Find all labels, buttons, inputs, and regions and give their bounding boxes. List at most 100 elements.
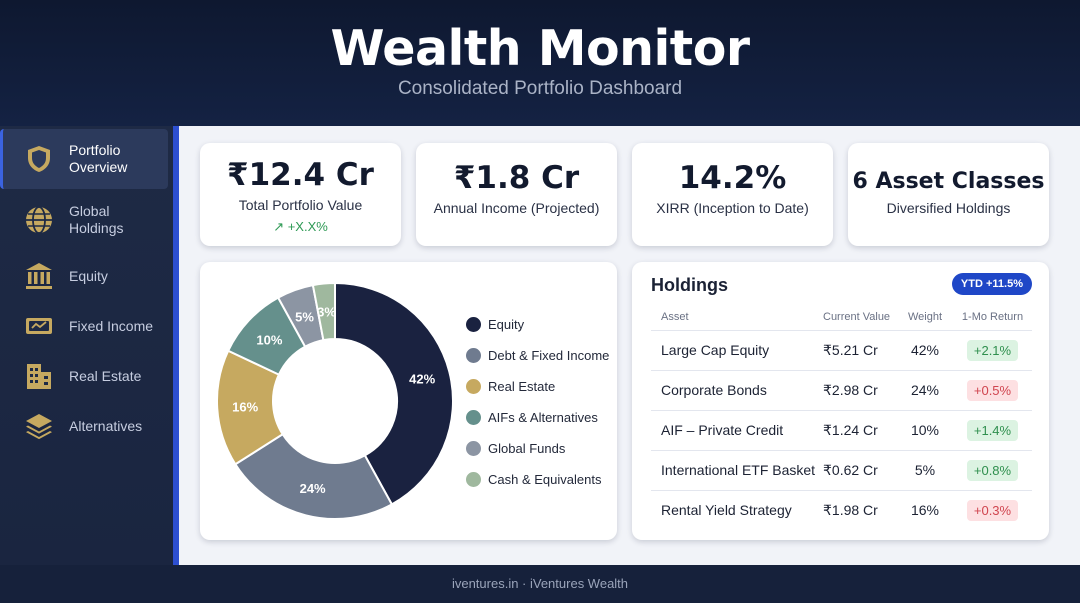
return-badge: +0.5% [966,379,1019,401]
asset-cell: Large Cap Equity [651,330,817,371]
legend-label: Real Estate [488,379,556,394]
banknote-icon [24,311,54,341]
slice-label: 42% [409,372,435,387]
table-header-row: Asset Current Value Weight 1-Mo Return [651,305,1032,331]
holdings-card: Holdings YTD +11.5% Asset Current Value … [632,262,1049,540]
legend-swatch [466,348,481,363]
slice-label: 3% [317,304,336,319]
legend-swatch [466,410,481,425]
return-cell: +0.8% [953,450,1032,491]
kpi-caption: Diversified Holdings [886,200,1011,216]
sidebar-item-alternatives[interactable]: Alternatives [3,396,168,456]
table-row[interactable]: International ETF Basket ₹0.62 Cr 5% +0.8% [651,450,1032,491]
page-title: Wealth Monitor [330,20,750,77]
donut-slice[interactable] [334,281,454,506]
kpi-caption: XIRR (Inception to Date) [656,200,809,216]
kpi-value: ₹12.4 Cr [227,157,374,193]
return-badge: +0.8% [966,459,1019,481]
value-cell: ₹1.98 Cr [823,501,878,518]
column-header-return: 1-Mo Return [953,305,1032,331]
table-row[interactable]: Large Cap Equity ₹5.21 Cr 42% +2.1% [651,330,1032,371]
return-cell: +0.5% [953,370,1032,411]
return-cell: +1.4% [953,410,1032,451]
legend-label: AIFs & Alternatives [488,410,598,425]
sidebar-item-real-estate[interactable]: Real Estate [3,346,168,406]
legend-label: Cash & Equivalents [488,472,602,487]
sidebar-item-fixed-income[interactable]: Fixed Income [3,296,168,356]
legend-item: AIFs & Alternatives [466,402,609,433]
column-header-asset: Asset [651,305,817,331]
value-cell: ₹2.98 Cr [817,370,897,411]
weight-cell: 42% [897,330,953,371]
building-icon [24,361,54,391]
return-cell: +2.1% [953,330,1032,371]
legend-item: Equity [466,309,609,340]
kpi-caption: Annual Income (Projected) [433,200,600,216]
asset-cell: AIF – Private Credit [651,410,817,451]
kpi-card-annual-income: ₹1.8 Cr Annual Income (Projected) [416,143,617,246]
kpi-value: 14.2% [678,160,787,196]
sidebar-item-portfolio-overview[interactable]: Portfolio Overview [0,129,168,189]
table-row[interactable]: Corporate Bonds ₹2.98 Cr 24% +0.5% [651,370,1032,411]
kpi-value: ₹1.8 Cr [453,160,580,196]
asset-cell: Rental Yield Strategy [661,502,792,519]
holdings-title: Holdings [651,275,728,295]
legend-item: Debt & Fixed Income [466,340,609,371]
sidebar-item-label: Alternatives [69,417,143,434]
kpi-value: 6 Asset Classes [852,169,1045,194]
allocation-chart-card: 42% 24% 16% 10% 5% 3% Equity Debt & Fixed Inco… [200,262,617,540]
return-cell: +0.3% [953,490,1032,530]
kpi-card-asset-classes: 6 Asset Classes Diversified Holdings [848,143,1049,246]
chart-legend: Equity Debt & Fixed Income Real Estate AIFs… [466,309,609,495]
donut-slice[interactable] [311,281,336,342]
sidebar-item-label: Real Estate [69,367,142,384]
sidebar-item-label: Portfolio Overview [69,142,128,175]
legend-label: Equity [488,317,525,332]
weight-cell: 24% [897,370,953,411]
slice-label: 5% [295,309,314,324]
kpi-delta: ↗ +X.X% [273,219,328,234]
layers-icon [24,411,54,441]
sidebar: Portfolio Overview Global Holdings Equit… [0,126,173,565]
shield-icon [24,144,54,174]
return-badge: +0.3% [966,499,1019,521]
sidebar-item-equity[interactable]: Equity [3,246,168,306]
kpi-card-total-value: ₹12.4 Cr Total Portfolio Value ↗ +X.X% [200,143,401,246]
legend-swatch [466,472,481,487]
table-row[interactable]: Rental Yield Strategy ₹1.98 Cr 16% +0.3% [651,490,1032,530]
donut-slice[interactable] [233,432,394,520]
ytd-badge: YTD +11.5% [951,273,1032,295]
kpi-caption: Total Portfolio Value [238,197,363,213]
bank-icon [24,261,54,291]
return-badge: +1.4% [966,419,1019,441]
weight-cell: 16% [910,502,940,519]
table-row[interactable]: AIF – Private Credit ₹1.24 Cr 10% +1.4% [651,410,1032,451]
header: Wealth Monitor Consolidated Portfolio Da… [0,0,1080,126]
sidebar-item-label: Global Holdings [69,203,124,236]
column-header-current-value: Current Value [817,305,897,331]
value-cell: ₹1.24 Cr [817,410,897,451]
sidebar-item-global-holdings[interactable]: Global Holdings [3,190,168,250]
sidebar-item-label: Equity [69,267,108,284]
legend-label: Debt & Fixed Income [488,348,610,363]
legend-swatch [466,379,481,394]
globe-icon [24,205,54,235]
value-cell: ₹0.62 Cr [817,450,897,491]
legend-swatch [466,441,481,456]
sidebar-item-label: Fixed Income [69,317,154,334]
legend-swatch [466,317,481,332]
value-cell: ₹5.21 Cr [817,330,897,371]
legend-item: Cash & Equivalents [466,464,609,495]
legend-item: Global Funds [466,433,609,464]
allocation-donut-chart: 42% 24% 16% 10% 5% 3% [216,281,454,520]
weight-cell: 5% [897,450,953,491]
return-badge: +2.1% [966,339,1019,361]
slice-label: 10% [256,332,282,347]
legend-item: Real Estate [466,371,609,402]
page-subtitle: Consolidated Portfolio Dashboard [397,78,683,99]
slice-label: 16% [232,400,258,415]
main-content: ₹12.4 Cr Total Portfolio Value ↗ +X.X% ₹… [179,126,1080,565]
slice-label: 24% [300,481,326,496]
holdings-table: Asset Current Value Weight 1-Mo Return L… [651,305,1032,530]
legend-label: Global Funds [488,441,566,456]
